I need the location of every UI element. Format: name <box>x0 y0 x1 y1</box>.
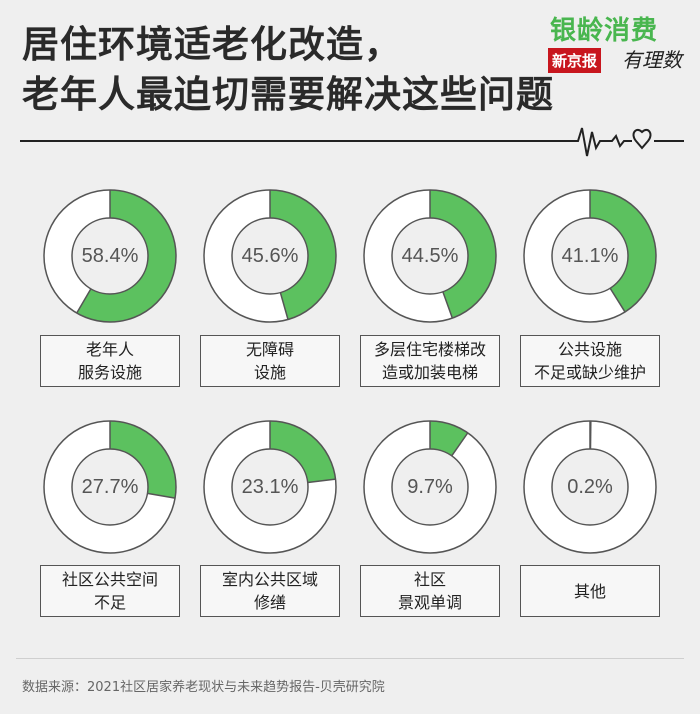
category-label-line: 设施 <box>253 363 286 382</box>
category-label-line: 服务设施 <box>77 363 142 382</box>
category-label: 老年人 服务设施 <box>40 335 180 387</box>
category-label: 多层住宅楼梯改 造或加装电梯 <box>360 335 500 387</box>
donut-divider <box>147 492 176 499</box>
percentage-label: 45.6% <box>241 244 299 267</box>
category-label: 社区公共空间 不足 <box>40 565 180 617</box>
donut-chart: 45.6% <box>197 183 343 329</box>
donut-slice <box>270 190 336 320</box>
donut-slice <box>76 190 176 322</box>
percentage-label: 44.5% <box>401 244 459 267</box>
percentage-label: 27.7% <box>81 475 139 498</box>
category-label-line: 老年人 <box>85 340 134 359</box>
category-label: 社区 景观单调 <box>360 565 500 617</box>
category-label-line: 景观单调 <box>397 593 462 612</box>
category-label: 公共设施不足或缺少维护 <box>520 335 660 387</box>
category-label-line: 不足或缺少维护 <box>533 363 646 382</box>
donut-chart: 44.5% <box>357 183 503 329</box>
donut-chart: 58.4% <box>37 183 183 329</box>
header-rule <box>20 127 684 157</box>
donut-divider <box>609 287 626 313</box>
percentage-label: 58.4% <box>81 244 139 267</box>
donut-divider <box>451 432 469 457</box>
donut-slice <box>270 421 336 483</box>
category-label-line: 社区 <box>413 570 446 589</box>
donut-chart: 9.7% <box>357 414 503 560</box>
category-label-line: 修缮 <box>253 593 286 612</box>
percentage-label: 0.2% <box>567 475 613 498</box>
percentage-label: 9.7% <box>407 475 453 498</box>
donut-divider <box>279 292 289 320</box>
donut-divider <box>76 288 92 314</box>
donut-chart: 41.1% <box>517 183 663 329</box>
category-label: 其他 <box>520 565 660 617</box>
donut-chart: 0.2% <box>517 414 663 560</box>
donut-chart: 27.7% <box>37 414 183 560</box>
category-label-line: 室内公共区域 <box>221 570 318 589</box>
title-line-2: 老年人最迫切需要解决这些问题 <box>22 73 554 116</box>
category-label-line: 不足 <box>93 593 126 612</box>
category-label: 无障碍 设施 <box>200 335 340 387</box>
donut-divider <box>307 478 336 484</box>
page-title: 居住环境适老化改造， 老年人最迫切需要解决这些问题 <box>22 20 554 120</box>
donut-chart: 23.1% <box>197 414 343 560</box>
footer-divider <box>16 658 684 659</box>
donut-slice <box>590 190 656 312</box>
donut-divider <box>442 291 454 319</box>
donut-slice <box>430 421 468 456</box>
donut-slice <box>110 421 176 499</box>
data-source: 数据来源：2021社区居家养老现状与未来趋势报告-贝壳研究院 <box>22 680 385 695</box>
category-label-line: 社区公共空间 <box>61 570 158 589</box>
category-label-line: 造或加装电梯 <box>381 363 478 382</box>
title-line-1: 居住环境适老化改造， <box>22 23 402 66</box>
category-label-line: 其他 <box>573 581 606 601</box>
category-label-line: 公共设施 <box>557 340 622 359</box>
heart-icon <box>632 128 652 150</box>
category-label: 室内公共区域 修缮 <box>200 565 340 617</box>
brand-logo: 银龄消费 新京报 有理数 <box>548 10 688 170</box>
brand-paper: 新京报 <box>548 48 602 73</box>
percentage-label: 23.1% <box>241 475 299 498</box>
brand-name: 银龄消费 <box>550 16 659 46</box>
category-label-line: 无障碍 <box>245 340 294 359</box>
heartbeat-icon <box>572 127 632 157</box>
percentage-label: 41.1% <box>561 244 619 267</box>
donut-slice <box>430 190 497 319</box>
brand-tagline: 有理数 <box>622 48 682 72</box>
category-label-line: 多层住宅楼梯改 <box>373 340 486 359</box>
